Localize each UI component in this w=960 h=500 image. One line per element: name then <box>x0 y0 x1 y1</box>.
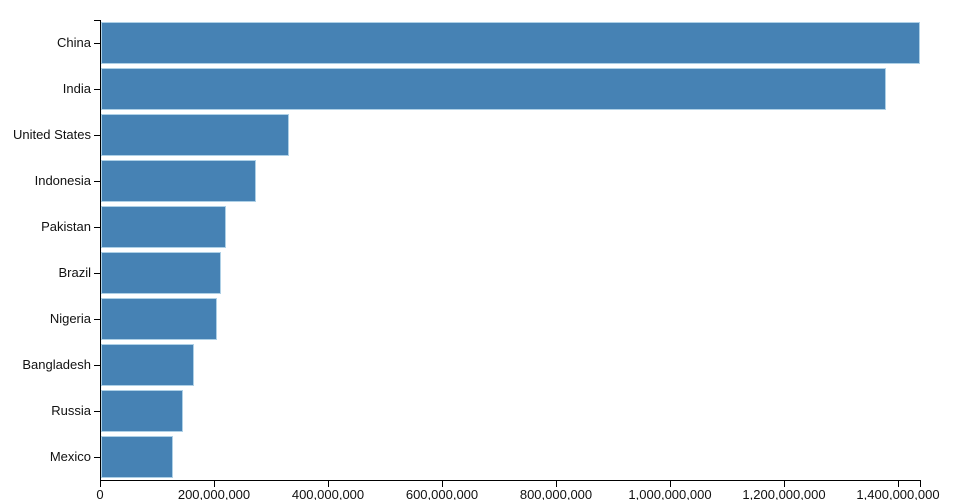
y-axis-tick <box>94 273 100 274</box>
category-label: Bangladesh <box>22 357 91 372</box>
x-tick-label: 1,400,000,000 <box>856 487 940 500</box>
x-tick-label: 800,000,000 <box>519 487 593 500</box>
category-label: Mexico <box>49 449 91 464</box>
bar <box>101 344 194 386</box>
category-label: Brazil <box>58 265 91 280</box>
x-tick-label: 0 <box>96 487 104 500</box>
category-label: Nigeria <box>49 311 91 326</box>
category-label: China <box>57 35 91 50</box>
x-tick-label: 200,000,000 <box>177 487 251 500</box>
bar <box>101 206 226 248</box>
bar <box>101 298 217 340</box>
y-axis-tick <box>94 135 100 136</box>
x-axis-tick <box>214 481 215 487</box>
x-axis-tick <box>898 481 899 487</box>
bar <box>101 22 920 64</box>
x-tick-label: 1,000,000,000 <box>628 487 712 500</box>
x-axis-tick <box>100 481 101 487</box>
y-axis-tick <box>94 43 100 44</box>
x-axis-tick <box>442 481 443 487</box>
category-label: India <box>62 81 91 96</box>
y-axis-tick <box>94 89 100 90</box>
y-axis-line <box>100 20 101 481</box>
y-axis-tick <box>94 227 100 228</box>
x-tick-label: 1,200,000,000 <box>742 487 826 500</box>
y-axis-tick <box>94 181 100 182</box>
y-axis-tick <box>94 457 100 458</box>
x-axis-outer-tick <box>920 480 921 487</box>
category-label: United States <box>12 127 91 142</box>
category-label: Pakistan <box>41 219 91 234</box>
x-axis-tick <box>670 481 671 487</box>
y-axis-tick <box>94 319 100 320</box>
category-label: Indonesia <box>34 173 91 188</box>
bar <box>101 160 256 202</box>
x-tick-label: 600,000,000 <box>405 487 479 500</box>
bar <box>101 436 173 478</box>
bar <box>101 114 289 156</box>
bar <box>101 68 886 110</box>
bar <box>101 390 183 432</box>
y-axis-tick <box>94 411 100 412</box>
bar <box>101 252 221 294</box>
x-axis-tick <box>328 481 329 487</box>
x-axis-tick <box>556 481 557 487</box>
y-axis-outer-tick <box>94 20 100 21</box>
category-label: Russia <box>51 403 91 418</box>
y-axis-tick <box>94 365 100 366</box>
x-axis-tick <box>784 481 785 487</box>
x-axis-line <box>100 480 921 481</box>
x-tick-label: 400,000,000 <box>291 487 365 500</box>
